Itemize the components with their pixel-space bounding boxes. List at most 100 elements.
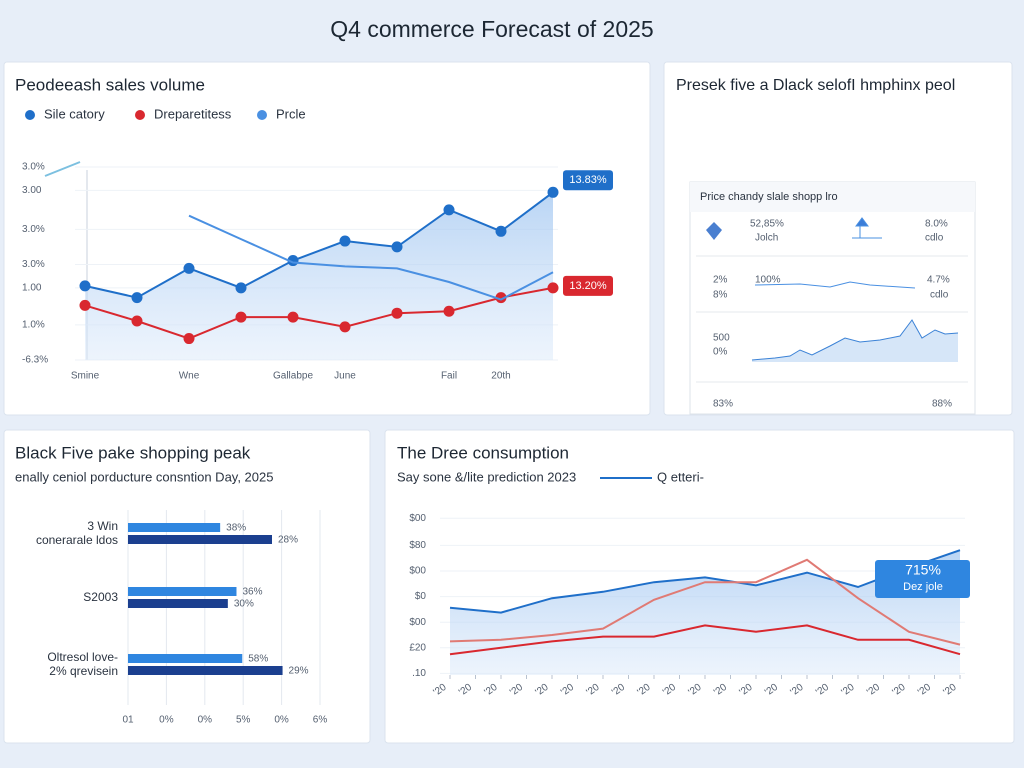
marker xyxy=(495,292,507,304)
marker xyxy=(235,282,247,294)
cell: cdlo xyxy=(925,233,944,244)
marker xyxy=(443,204,455,216)
y-tick-label: S2003 xyxy=(83,590,118,604)
x-tick-label: 0% xyxy=(159,715,174,726)
y-tick-label: -6.3% xyxy=(22,355,48,366)
bar xyxy=(128,666,283,675)
x-tick-label: Smine xyxy=(71,371,100,382)
bar-label: 36% xyxy=(242,587,262,598)
marker xyxy=(547,282,559,294)
legend-swatch xyxy=(257,110,267,120)
bar xyxy=(128,654,243,663)
cell: Jolch xyxy=(755,233,778,244)
annotation-box xyxy=(563,275,613,296)
panel-title: Presek five a Dlack selofI hmphinx peol xyxy=(676,77,955,94)
x-tick-label: 5% xyxy=(236,715,251,726)
legend-label: Sile catory xyxy=(44,106,105,121)
y-tick-label: conerarale ldos xyxy=(36,533,118,547)
y-tick-label: 3.00 xyxy=(22,185,42,196)
card-header xyxy=(690,182,975,212)
line xyxy=(84,191,554,299)
marker xyxy=(131,315,143,327)
page-title: Q4 commerce Forecast of 2025 xyxy=(330,16,653,42)
bar-label: 30% xyxy=(234,599,254,610)
x-tick-label: 20th xyxy=(491,371,510,382)
y-tick-label: 1.0% xyxy=(22,320,45,331)
y-tick-label: 1.00 xyxy=(22,282,42,293)
y-tick-label: $00 xyxy=(409,617,426,628)
annotation: 13.83% xyxy=(569,174,607,186)
y-tick-label: 3.0% xyxy=(22,162,45,173)
marker xyxy=(391,241,403,253)
legend-label: Q etteri- xyxy=(657,469,704,484)
line xyxy=(188,214,554,301)
line xyxy=(84,286,554,340)
x-tick-label: June xyxy=(334,371,356,382)
marker xyxy=(79,299,91,311)
legend-label: Prcle xyxy=(276,106,306,121)
cell: cdlo xyxy=(930,290,949,301)
annotation: 715% xyxy=(905,562,941,578)
cell: 4.7% xyxy=(927,275,950,286)
bar xyxy=(128,587,237,596)
legend-label: Dreparetitess xyxy=(154,106,232,121)
x-tick-label: 01 xyxy=(122,715,134,726)
y-tick-label: Oltresol love- xyxy=(47,650,118,664)
area xyxy=(85,192,553,360)
cell: 88% xyxy=(932,399,952,410)
bar xyxy=(128,535,272,544)
card-title: Price chandy slale shopp lro xyxy=(700,191,838,203)
cell: 52,85% xyxy=(750,219,784,230)
chart-subtitle: Say sone &/lite prediction 2023 xyxy=(397,469,576,484)
sparkline xyxy=(751,319,959,361)
icon xyxy=(706,222,722,240)
line xyxy=(449,558,961,646)
annotation-box xyxy=(563,170,613,191)
area xyxy=(450,550,960,675)
chart-title: Black Five pake shopping peak xyxy=(15,443,251,462)
marker xyxy=(339,321,351,333)
chart-subtitle: enally ceniol porducture consntion Day, … xyxy=(15,469,273,484)
annotation: 13.20% xyxy=(569,280,607,292)
marker xyxy=(287,311,299,323)
y-tick-label: .10 xyxy=(412,668,426,679)
marker xyxy=(391,307,403,319)
cell: 100% xyxy=(755,275,781,286)
x-tick-label: Wne xyxy=(179,371,200,382)
x-tick-label: 0% xyxy=(274,715,289,726)
chart-title: The Dree consumption xyxy=(397,443,569,462)
bar-label: 38% xyxy=(226,523,246,534)
y-tick-label: $0 xyxy=(415,591,427,602)
y-tick-label: 3.0% xyxy=(22,224,45,235)
marker xyxy=(235,311,247,323)
bar-label: 29% xyxy=(289,666,309,677)
legend-swatch xyxy=(25,110,35,120)
y-tick-label: $80 xyxy=(409,540,426,551)
y-tick-label: $00 xyxy=(409,566,426,577)
marker xyxy=(547,186,559,198)
x-tick-label: 0% xyxy=(198,715,213,726)
marker xyxy=(495,225,507,237)
marker xyxy=(183,333,195,345)
annotation: Dez jole xyxy=(903,581,943,593)
x-tick-label: Fail xyxy=(441,371,457,382)
marker xyxy=(339,235,351,247)
bar-label: 58% xyxy=(248,654,268,665)
marker xyxy=(183,262,195,274)
icon xyxy=(852,217,882,239)
y-tick-label: $00 xyxy=(409,513,426,524)
x-tick-label: 6% xyxy=(313,715,328,726)
sparkline xyxy=(754,281,916,289)
panel xyxy=(3,429,371,744)
bar xyxy=(128,523,221,532)
bar xyxy=(128,599,228,608)
marker xyxy=(79,280,91,292)
y-tick-label: 2% qrevisein xyxy=(49,664,118,678)
cell: 500 xyxy=(713,333,730,344)
chart-title: Peodeeash sales volume xyxy=(15,75,205,94)
cell: 8.0% xyxy=(925,219,948,230)
y-tick-label: £20 xyxy=(409,642,426,653)
line xyxy=(449,624,961,656)
card xyxy=(689,181,976,415)
